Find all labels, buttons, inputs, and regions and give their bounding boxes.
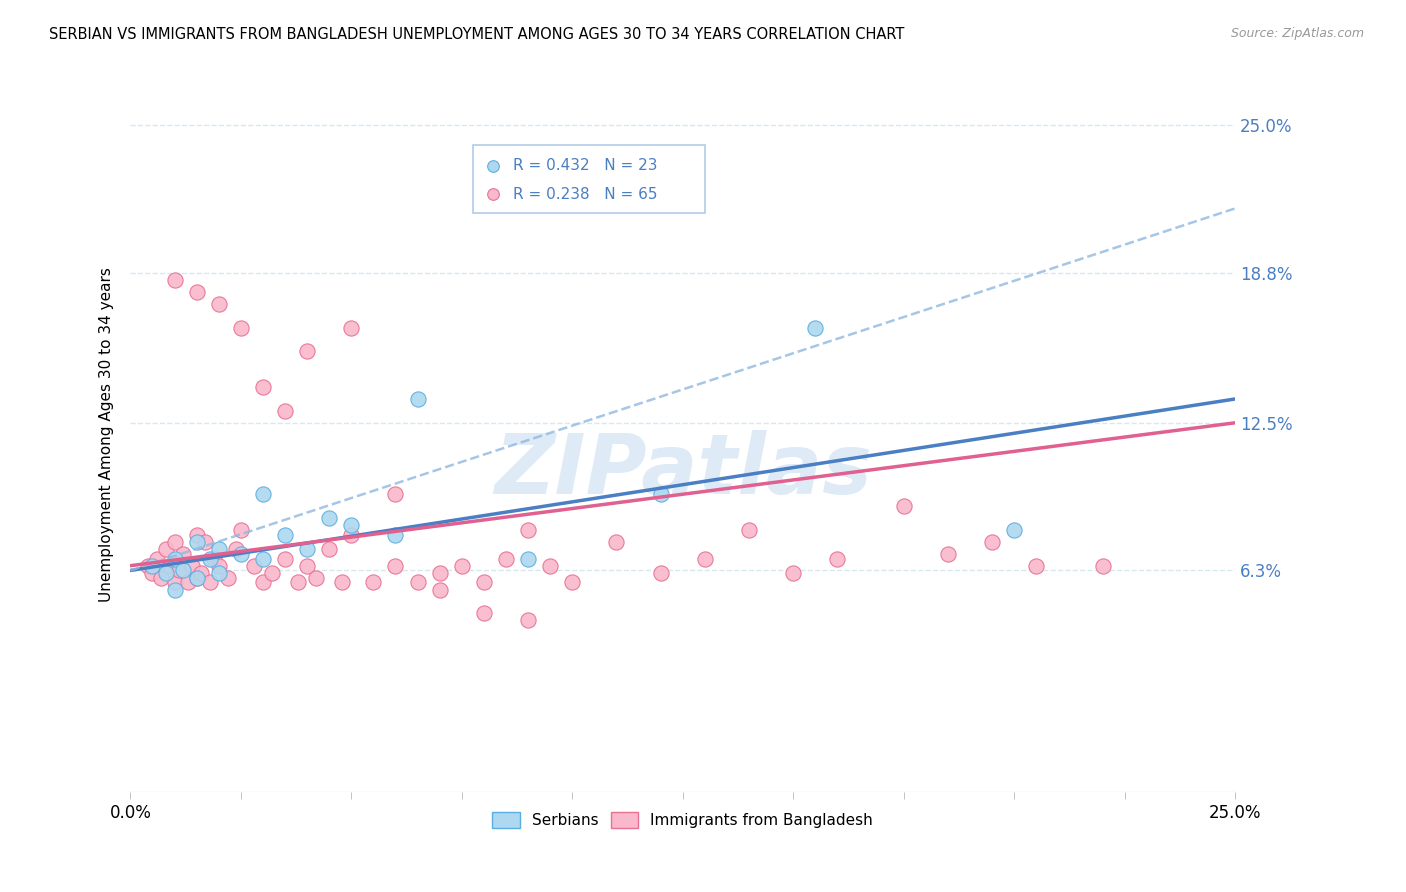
Point: [384, 527, 406, 541]
Point: [827, 551, 849, 566]
Point: [605, 534, 627, 549]
Point: [229, 523, 252, 537]
Point: [186, 527, 208, 541]
Point: [252, 380, 274, 394]
Point: [1091, 558, 1114, 573]
Point: [172, 547, 194, 561]
Point: [738, 523, 761, 537]
Point: [198, 575, 221, 590]
Point: [332, 575, 354, 590]
Point: [406, 575, 429, 590]
Point: [163, 273, 186, 287]
Point: [198, 551, 221, 566]
Point: [287, 575, 309, 590]
Point: [141, 558, 163, 573]
Point: [186, 571, 208, 585]
Point: [274, 551, 297, 566]
Point: [936, 547, 959, 561]
Point: [163, 551, 186, 566]
Point: [295, 541, 318, 556]
Point: [252, 487, 274, 501]
Point: [384, 558, 406, 573]
Point: [650, 566, 672, 580]
Point: [141, 566, 163, 580]
Point: [340, 320, 363, 334]
Point: [229, 547, 252, 561]
Point: [146, 551, 169, 566]
Point: [181, 558, 204, 573]
Point: [225, 541, 247, 556]
Point: [194, 534, 217, 549]
Point: [217, 571, 239, 585]
Point: [472, 575, 495, 590]
Point: [208, 558, 231, 573]
Point: [163, 575, 186, 590]
Text: ZIPatlas: ZIPatlas: [494, 430, 872, 511]
FancyBboxPatch shape: [472, 145, 704, 213]
Point: [274, 527, 297, 541]
Text: R = 0.432   N = 23: R = 0.432 N = 23: [513, 159, 657, 173]
Point: [340, 527, 363, 541]
Point: [295, 344, 318, 359]
Point: [981, 534, 1004, 549]
Point: [252, 575, 274, 590]
Point: [163, 534, 186, 549]
Point: [208, 566, 231, 580]
Point: [208, 296, 231, 310]
Point: [305, 571, 328, 585]
Point: [136, 558, 159, 573]
Point: [186, 571, 208, 585]
Point: [429, 566, 451, 580]
Point: [472, 607, 495, 621]
Point: [450, 558, 472, 573]
Point: [804, 320, 827, 334]
Point: [538, 558, 561, 573]
Point: [274, 404, 297, 418]
Point: [384, 487, 406, 501]
Point: [363, 575, 385, 590]
Point: [295, 558, 318, 573]
Point: [177, 575, 200, 590]
Legend: Serbians, Immigrants from Bangladesh: Serbians, Immigrants from Bangladesh: [486, 806, 879, 834]
Point: [406, 392, 429, 406]
Point: [517, 614, 540, 628]
Point: [229, 320, 252, 334]
Y-axis label: Unemployment Among Ages 30 to 34 years: Unemployment Among Ages 30 to 34 years: [100, 268, 114, 602]
Point: [1025, 558, 1047, 573]
Text: Source: ZipAtlas.com: Source: ZipAtlas.com: [1230, 27, 1364, 40]
Point: [252, 551, 274, 566]
Point: [517, 523, 540, 537]
Point: [782, 566, 804, 580]
Point: [1002, 523, 1025, 537]
Point: [167, 564, 190, 578]
Point: [650, 487, 672, 501]
Point: [202, 551, 225, 566]
Point: [155, 541, 177, 556]
Point: [517, 551, 540, 566]
Point: [172, 564, 194, 578]
Point: [243, 558, 266, 573]
Point: [495, 551, 517, 566]
Text: R = 0.238   N = 65: R = 0.238 N = 65: [513, 187, 657, 202]
Point: [150, 571, 173, 585]
Point: [155, 566, 177, 580]
Point: [318, 511, 340, 525]
Point: [186, 285, 208, 299]
Point: [260, 566, 283, 580]
Point: [186, 534, 208, 549]
Point: [693, 551, 716, 566]
Point: [893, 499, 915, 513]
Point: [190, 566, 212, 580]
Point: [159, 558, 181, 573]
Point: [429, 582, 451, 597]
Point: [340, 518, 363, 533]
Point: [208, 541, 231, 556]
Text: SERBIAN VS IMMIGRANTS FROM BANGLADESH UNEMPLOYMENT AMONG AGES 30 TO 34 YEARS COR: SERBIAN VS IMMIGRANTS FROM BANGLADESH UN…: [49, 27, 904, 42]
Point: [561, 575, 583, 590]
Point: [318, 541, 340, 556]
Point: [163, 582, 186, 597]
